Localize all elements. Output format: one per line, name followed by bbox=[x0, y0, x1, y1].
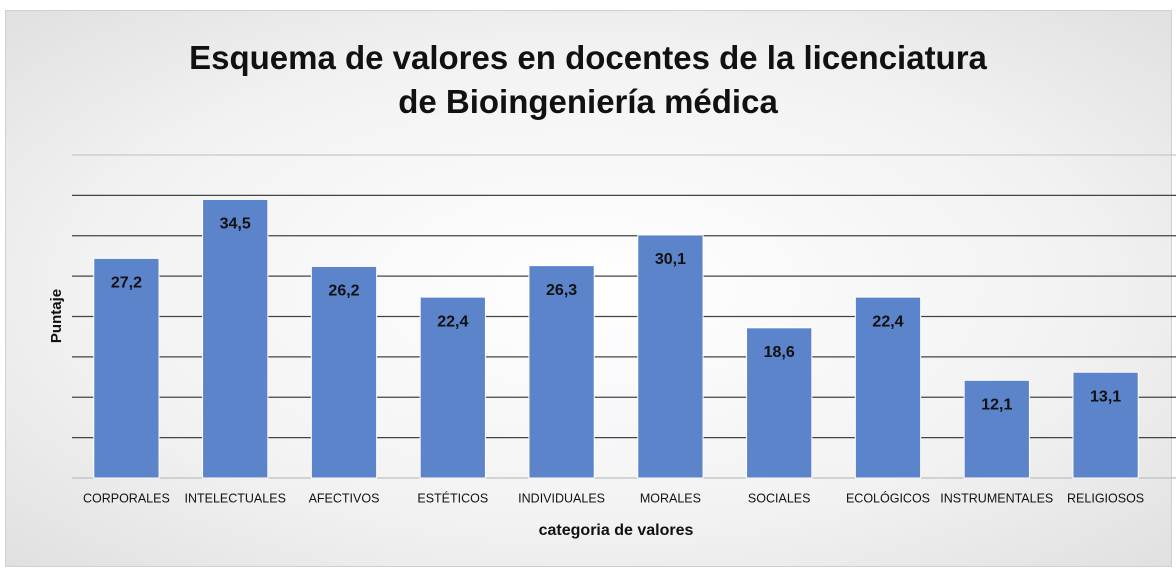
x-axis-label: categoria de valores bbox=[539, 522, 694, 539]
bar bbox=[854, 296, 922, 479]
bar bbox=[310, 265, 378, 479]
x-tick-label: CORPORALES bbox=[83, 491, 170, 505]
value-label: 34,5 bbox=[220, 216, 251, 233]
bar bbox=[637, 234, 704, 479]
value-label: 26,3 bbox=[546, 282, 577, 299]
x-tick-label: RELIGIOSOS bbox=[1067, 491, 1144, 505]
x-tick-label: ECOLÓGICOS bbox=[846, 490, 930, 505]
value-label: 13,1 bbox=[1090, 388, 1121, 405]
bar bbox=[746, 327, 813, 479]
x-tick-label: MORALES bbox=[640, 491, 701, 505]
value-label: 26,2 bbox=[328, 283, 359, 300]
bar bbox=[528, 265, 595, 479]
value-label: 18,6 bbox=[764, 344, 795, 361]
chart-title: Esquema de valores en docentes de la lic… bbox=[189, 39, 987, 120]
bar bbox=[202, 198, 269, 479]
x-tick-label: AFECTIVOS bbox=[309, 491, 380, 505]
x-tick-label: SOCIALES bbox=[748, 491, 811, 505]
bar bbox=[963, 379, 1030, 479]
x-tick-label: INTELECTUALES bbox=[184, 491, 285, 505]
value-label: 30,1 bbox=[655, 251, 686, 268]
y-axis-label: Puntaje bbox=[48, 289, 65, 343]
x-tick-label: INSTRUMENTALES bbox=[940, 491, 1053, 505]
bar bbox=[419, 296, 486, 479]
value-label: 12,1 bbox=[981, 397, 1012, 414]
value-label: 27,2 bbox=[111, 275, 142, 292]
value-label: 22,4 bbox=[872, 313, 903, 330]
x-tick-label: ESTÉTICOS bbox=[417, 490, 488, 505]
bar bbox=[93, 257, 160, 479]
bar bbox=[1072, 371, 1139, 479]
value-label: 22,4 bbox=[437, 313, 468, 330]
x-tick-label: INDIVIDUALES bbox=[518, 491, 605, 505]
